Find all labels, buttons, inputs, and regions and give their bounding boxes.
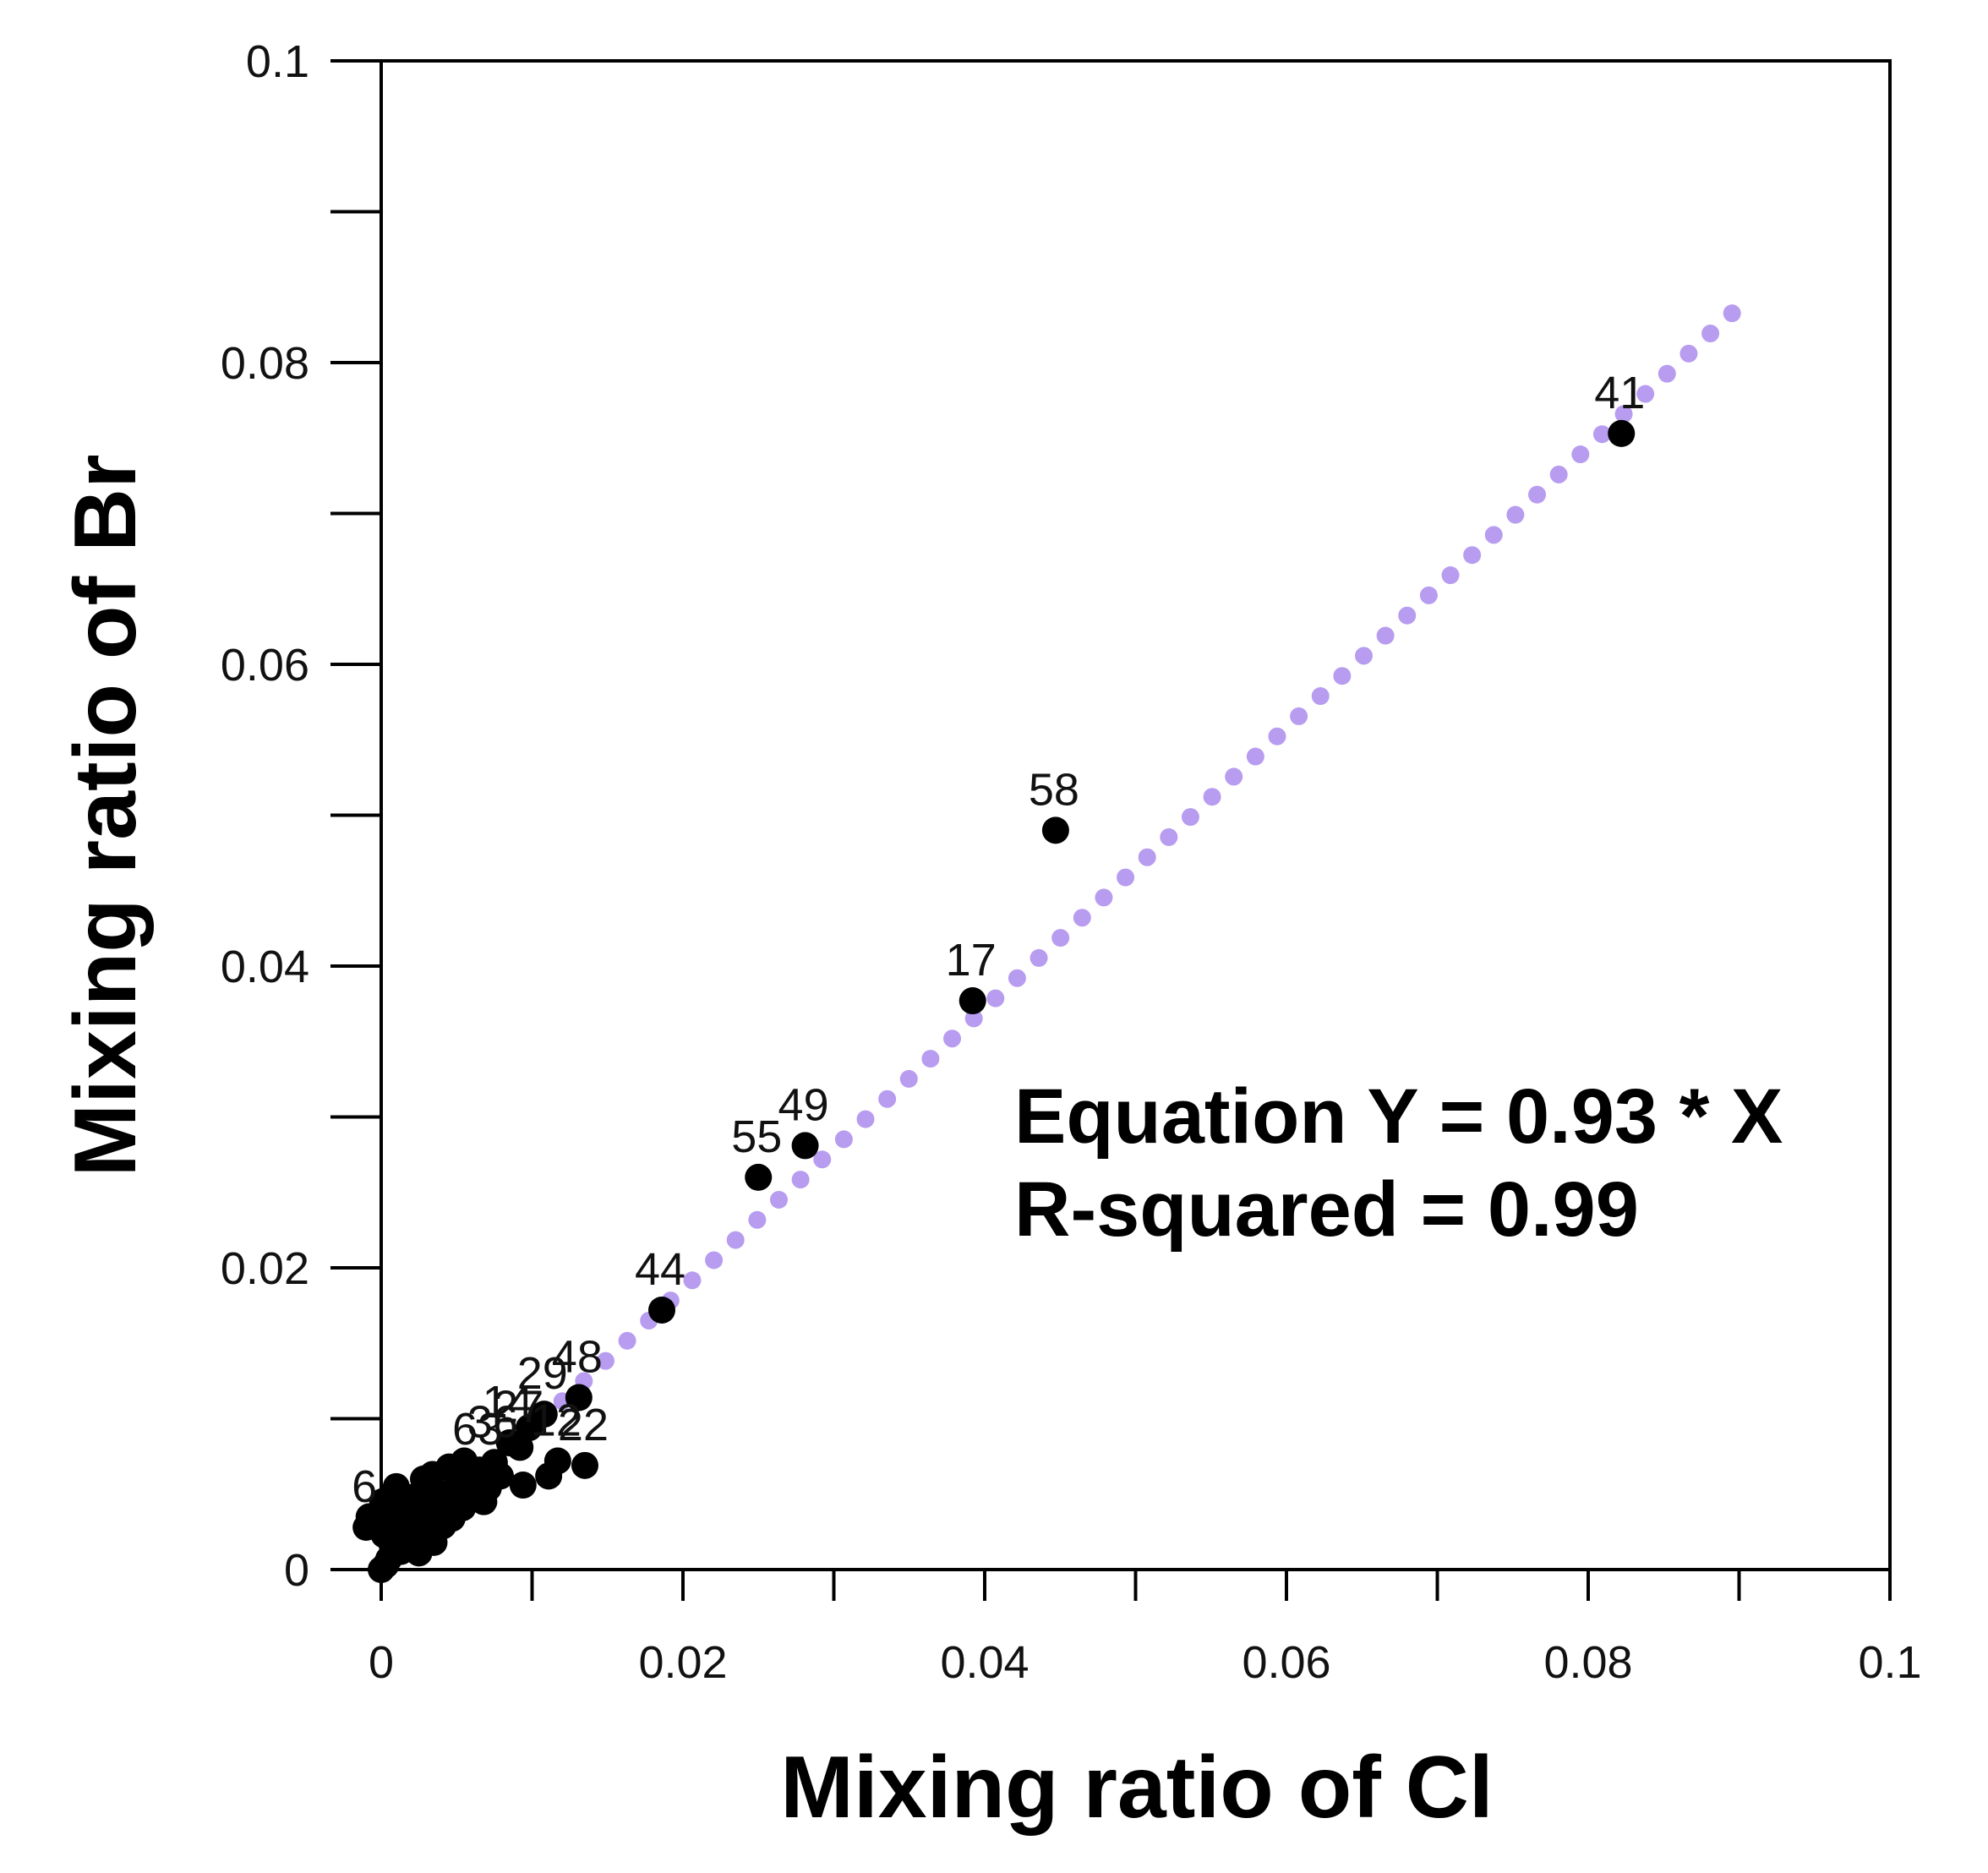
data-points	[352, 419, 1636, 1583]
x-tick-label: 0.08	[1543, 1637, 1632, 1688]
data-point	[571, 1451, 598, 1479]
data-point	[535, 1462, 563, 1490]
data-point-label: 36	[467, 1396, 518, 1447]
data-point	[495, 1429, 523, 1457]
data-point-label: 55	[731, 1111, 782, 1162]
y-axis-title: Mixing ratio of Br	[57, 454, 155, 1177]
y-tick-label: 0.02	[221, 1243, 309, 1294]
x-axis-title: Mixing ratio of Cl	[780, 1739, 1494, 1837]
data-point	[648, 1296, 676, 1324]
y-tick-label: 0.08	[221, 338, 309, 389]
data-point	[368, 1556, 395, 1583]
data-point	[745, 1163, 773, 1191]
data-point	[509, 1472, 537, 1499]
x-axis: 0 0.02 0.04 0.06 0.08 0.1	[330, 1568, 1922, 1688]
fit-line	[553, 298, 1748, 1411]
x-tick-label: 0	[369, 1637, 394, 1688]
equation-annotation: Equation Y = 0.93 * X	[1014, 1073, 1783, 1160]
data-point-label: 44	[635, 1244, 685, 1295]
y-tick-label: 0.04	[221, 942, 309, 992]
r-squared-annotation: R-squared = 0.99	[1014, 1166, 1639, 1253]
plot-frame	[380, 59, 1892, 1571]
x-tick-label: 0.1	[1858, 1637, 1921, 1688]
data-point-label: 12	[531, 1395, 582, 1445]
y-axis: 0 0.02 0.04 0.06 0.08 0.1	[221, 36, 383, 1596]
data-point	[1041, 816, 1069, 844]
data-point-label: 41	[1594, 368, 1645, 418]
data-point-label: 27	[493, 1381, 543, 1432]
data-point	[451, 1447, 478, 1475]
data-point	[420, 1528, 448, 1556]
data-point	[958, 987, 986, 1015]
data-point-label: 49	[778, 1079, 829, 1130]
data-point-label: 48	[552, 1332, 603, 1383]
data-point-label: 58	[1029, 764, 1079, 815]
data-point-label: 6	[352, 1461, 377, 1512]
x-tick-label: 0.02	[638, 1637, 727, 1688]
y-tick-label: 0.06	[221, 640, 309, 691]
data-point	[565, 1384, 593, 1412]
regression-line	[553, 298, 1748, 1411]
data-point-label: 22	[558, 1400, 609, 1450]
data-point	[470, 1488, 498, 1515]
data-point-label: 63	[452, 1404, 503, 1455]
x-tick-label: 0.06	[1242, 1637, 1330, 1688]
data-point-label: 29	[517, 1348, 568, 1399]
data-point-label: 14	[483, 1377, 533, 1428]
data-point	[1608, 419, 1636, 447]
y-tick-label: 0	[284, 1545, 309, 1596]
x-tick-label: 0.04	[940, 1637, 1029, 1688]
y-tick-label: 0.1	[246, 36, 309, 87]
data-point-label: 17	[946, 935, 997, 986]
data-point	[791, 1132, 819, 1160]
data-point	[352, 1514, 380, 1542]
